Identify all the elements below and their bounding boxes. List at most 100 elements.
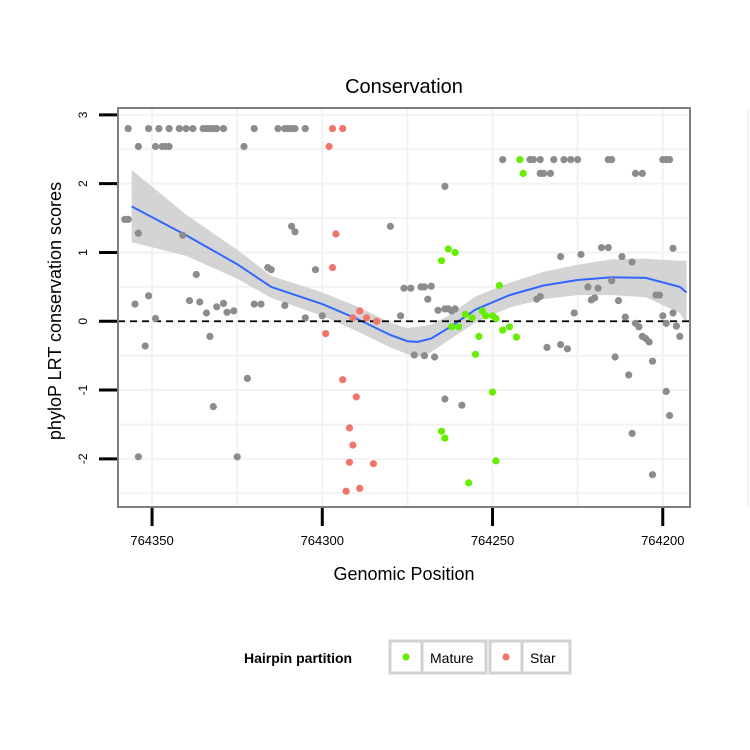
data-point-other: [134, 453, 142, 461]
data-point-other: [386, 222, 394, 230]
data-point-other: [577, 250, 585, 259]
data-point-mature: [444, 245, 452, 253]
y-tick-label: 0: [76, 318, 90, 325]
data-point-other: [645, 338, 653, 346]
data-point-other: [240, 142, 248, 151]
data-point-other: [257, 300, 265, 308]
data-point-other: [165, 142, 173, 151]
data-point-other: [219, 125, 228, 133]
data-point-other: [441, 395, 449, 403]
data-point-other: [134, 229, 142, 237]
x-axis-title: Genomic Position: [333, 564, 474, 584]
axes: -2 -1 0 1 2 3 764350 764300 764250 764200: [76, 111, 684, 548]
data-point-other: [131, 300, 139, 308]
data-point-mature: [488, 388, 497, 396]
data-point-star: [349, 314, 357, 322]
data-point-other: [209, 403, 217, 411]
legend-label: Star: [530, 650, 556, 666]
data-point-other: [288, 222, 296, 230]
data-point-other: [614, 297, 623, 305]
data-point-other: [431, 353, 439, 361]
data-point-mature: [471, 350, 480, 358]
data-point-other: [638, 169, 646, 177]
x-tick-label: 764300: [301, 533, 344, 548]
data-point-other: [628, 258, 636, 266]
data-point-other: [676, 332, 684, 340]
data-point-other: [550, 156, 558, 164]
data-point-other: [608, 156, 616, 164]
legend-label: Mature: [430, 650, 474, 666]
data-point-other: [604, 244, 612, 252]
data-point-other: [540, 169, 548, 177]
data-point-other: [666, 411, 674, 420]
data-point-other: [155, 125, 163, 133]
data-point-mature: [495, 281, 503, 290]
data-point-other: [546, 169, 555, 177]
data-point-other: [318, 312, 326, 320]
confidence-band-layer: [131, 169, 687, 357]
data-point-mature: [454, 323, 463, 331]
data-point-other: [608, 277, 616, 285]
data-point-mature: [482, 312, 490, 320]
data-point-mature: [465, 479, 473, 487]
data-point-star: [339, 376, 347, 384]
data-point-star: [325, 142, 333, 151]
data-point-other: [648, 357, 657, 365]
data-point-other: [557, 341, 565, 349]
data-point-star: [342, 487, 350, 495]
data-point-other: [250, 125, 258, 133]
y-tick-label: 2: [76, 180, 90, 187]
data-point-other: [621, 313, 629, 321]
data-point-other: [291, 125, 299, 133]
data-point-other: [151, 142, 160, 151]
data-point-star: [328, 264, 337, 272]
data-point-other: [243, 374, 251, 382]
data-point-other: [189, 125, 197, 133]
data-point-other: [182, 125, 190, 133]
data-point-other: [434, 306, 442, 314]
legend-item-frame: [388, 639, 488, 675]
data-point-other: [179, 231, 187, 239]
data-point-other: [631, 169, 640, 177]
data-point-mature: [448, 323, 456, 331]
data-point-other: [567, 156, 575, 164]
legend-key-marker: [502, 653, 510, 661]
data-point-mature: [437, 257, 446, 265]
data-point-other: [124, 125, 132, 133]
y-tick-label: 3: [76, 111, 90, 118]
y-tick-label: -1: [76, 384, 90, 395]
data-point-other: [560, 156, 568, 164]
data-point-other: [557, 253, 565, 261]
data-point-other: [196, 298, 204, 306]
data-point-other: [274, 125, 282, 133]
data-point-other: [655, 291, 664, 299]
data-point-star: [349, 441, 357, 449]
data-point-star: [332, 230, 340, 238]
data-point-other: [202, 309, 211, 317]
data-point-other: [165, 125, 173, 133]
data-point-mature: [475, 332, 483, 340]
data-point-other: [291, 228, 299, 236]
data-points: [121, 125, 684, 495]
legend-title: Hairpin partition: [244, 650, 352, 666]
y-tick-label: -2: [76, 453, 90, 464]
data-point-other: [219, 299, 228, 307]
data-point-other: [529, 156, 538, 164]
data-point-star: [322, 330, 330, 338]
legend-item-frame: [488, 639, 572, 675]
data-point-other: [669, 309, 677, 317]
data-point-other: [175, 125, 183, 133]
data-point-mature: [461, 310, 469, 318]
data-point-other: [185, 297, 194, 305]
y-tick-label: 1: [76, 249, 90, 256]
data-point-mature: [516, 156, 524, 164]
data-point-other: [397, 312, 405, 320]
data-point-other: [499, 156, 507, 164]
data-point-other: [611, 353, 619, 361]
data-point-other: [213, 125, 221, 133]
y-axis-title: phyloP LRT conservation scores: [45, 182, 65, 440]
data-point-other: [213, 303, 221, 311]
data-point-other: [420, 283, 428, 291]
legend: Hairpin partition Mature Star: [244, 639, 572, 675]
data-point-other: [441, 182, 449, 190]
